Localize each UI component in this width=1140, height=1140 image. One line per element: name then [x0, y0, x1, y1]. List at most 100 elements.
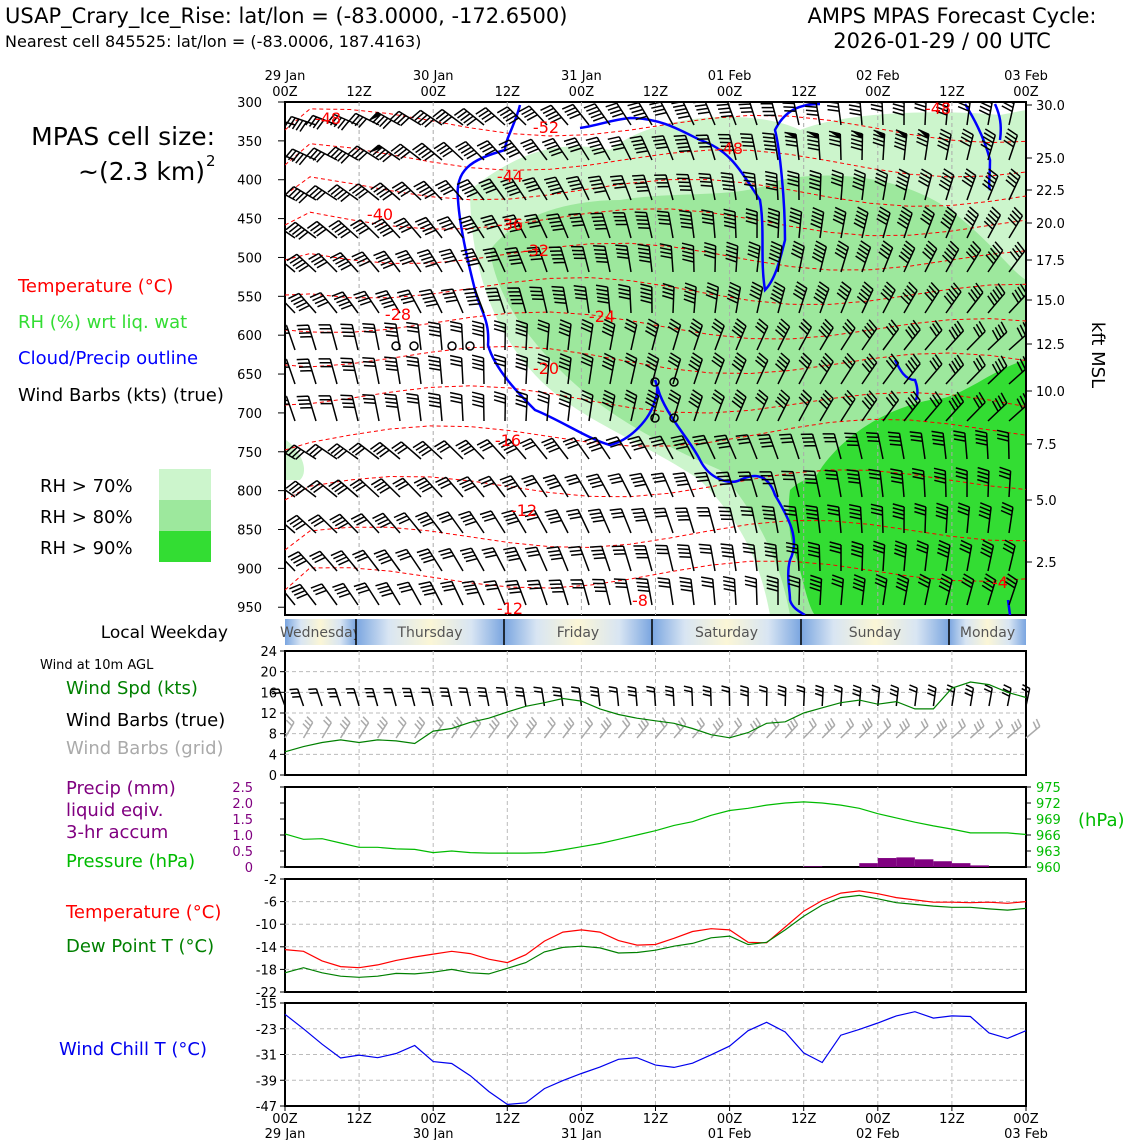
wind-barb	[580, 389, 594, 422]
wind-barb	[895, 573, 910, 606]
precip-bar	[914, 859, 934, 867]
wind-barb	[798, 318, 813, 351]
legend-rh90-label: RH > 90%	[40, 538, 133, 559]
site-title: USAP_Crary_Ice_Rise: lat/lon = (-83.0000…	[5, 4, 567, 29]
top-hour-label: 12Z	[643, 85, 669, 100]
precip-ytick-label: 1.0	[232, 829, 253, 844]
wind-barb	[546, 213, 569, 239]
kft-tick-label: 25.0	[1036, 152, 1065, 167]
wind-barb	[723, 208, 737, 239]
true-wind-barb	[289, 688, 305, 707]
wind-barb	[285, 480, 317, 498]
wind-barb	[775, 318, 791, 351]
wind-barb	[502, 214, 527, 239]
grid-wind-barb	[951, 718, 966, 739]
wind-barb	[609, 508, 632, 534]
pressure-tick-label: 500	[237, 251, 262, 266]
wind-barb	[804, 102, 821, 126]
wind-barb	[718, 506, 737, 534]
pressure-ytick-label: 969	[1036, 813, 1061, 828]
true-wind-barb	[270, 688, 286, 707]
kft-axis-label: kft MSL	[1087, 322, 1108, 388]
wind-barb	[848, 102, 863, 126]
wind-barb	[305, 147, 338, 163]
wind-barb	[813, 281, 830, 314]
grid-wind-barb	[1025, 718, 1041, 739]
hpa-unit-label: (hPa)	[1078, 810, 1125, 831]
wind-barb	[701, 209, 716, 239]
wind-barb	[537, 353, 550, 385]
wind-barb	[830, 169, 844, 201]
wind-barb-flag	[873, 130, 885, 140]
weekday-name: Saturday	[695, 625, 758, 641]
wind-barb	[978, 502, 992, 534]
wind-barb	[478, 475, 506, 498]
wind-barb	[427, 321, 443, 351]
wind-barb	[285, 324, 296, 351]
wind-barb	[955, 467, 968, 498]
wind-barb	[519, 438, 548, 460]
wind-barb	[328, 479, 359, 498]
wind-barb-flag	[834, 102, 839, 105]
calm-wind-circle	[391, 341, 401, 351]
mpas-cell-label: MPAS cell size:	[31, 122, 215, 151]
wind-barb	[789, 207, 803, 239]
wind-barb	[496, 106, 527, 126]
wind-barb	[605, 436, 632, 460]
temperature-contour-label: -48	[925, 99, 951, 118]
wind-barb	[369, 144, 401, 163]
wind-barb	[384, 322, 401, 351]
calm-wind-circle	[409, 341, 419, 351]
wind-barb	[827, 504, 842, 534]
pressure-tick-label: 600	[237, 329, 262, 344]
wind-barb	[822, 433, 842, 460]
wind-barb	[731, 318, 747, 351]
wind-barb	[998, 466, 1012, 498]
wind-barb	[807, 541, 821, 572]
windPanel-ytick-label: 8	[269, 728, 277, 743]
true-wind-barb	[383, 687, 397, 707]
wind-barb	[892, 102, 905, 126]
wind-barb	[876, 206, 891, 239]
temperature-contour-label: -44	[497, 167, 523, 186]
temperature-contour	[285, 242, 1026, 271]
true-wind-barb	[871, 684, 881, 707]
wind-barb	[551, 285, 569, 314]
grid-wind-barb	[784, 717, 799, 739]
windPanel-ytick-label: 4	[269, 748, 277, 763]
wind-barb	[747, 241, 761, 273]
wind-barb	[503, 546, 527, 572]
wind-barb	[607, 473, 632, 498]
grid-wind-barb	[729, 717, 743, 739]
wind-barb	[803, 470, 821, 498]
wind-barb	[362, 322, 380, 351]
wind-barb	[529, 286, 548, 314]
grid-wind-barb	[895, 718, 911, 739]
wind-barb	[340, 323, 359, 351]
true-wind-barb	[514, 686, 527, 707]
wind-barb	[351, 251, 380, 273]
grid-wind-barb	[914, 718, 929, 739]
wind-barb	[676, 173, 695, 201]
wind-barb	[544, 509, 569, 534]
wind-barb	[755, 352, 769, 385]
wind-barb	[471, 320, 485, 351]
temperature-contour-label: -36	[497, 215, 523, 234]
wind-barb	[573, 285, 590, 314]
wind-barb	[649, 102, 674, 126]
wind-barb	[406, 392, 422, 422]
kft-tick-label: 17.5	[1036, 254, 1065, 269]
wind-barb	[903, 390, 921, 422]
wind-barb	[348, 183, 380, 201]
wind-barb	[375, 581, 401, 606]
wind-barb	[373, 549, 401, 572]
true-wind-barb	[983, 684, 993, 707]
wind-barb	[507, 287, 527, 314]
wind-barb	[982, 168, 999, 201]
grid-wind-barb	[488, 716, 500, 739]
wind-barb	[931, 430, 947, 460]
wind-barb	[414, 216, 443, 239]
wind-barb-flag	[784, 132, 797, 140]
wind-barb	[996, 429, 1010, 460]
tempPanel-ytick-label: -2	[264, 873, 277, 888]
